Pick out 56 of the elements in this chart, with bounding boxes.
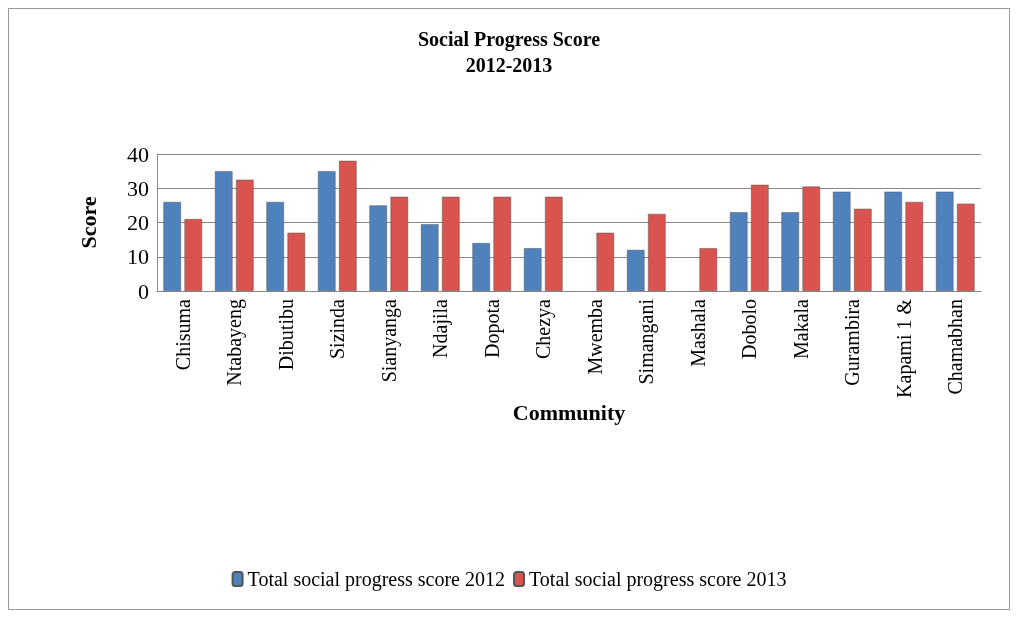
- bar: [832, 191, 851, 291]
- x-tick-label: Gurambira: [841, 298, 864, 386]
- bar: [935, 191, 954, 291]
- bar: [648, 213, 666, 291]
- bar: [369, 205, 387, 291]
- x-tick-label: Chamabhan: [944, 299, 967, 395]
- x-tick-label: Mwemba: [583, 298, 606, 375]
- x-tick-label: Ndajila: [429, 298, 453, 358]
- x-tick-label: Chezya: [532, 298, 556, 359]
- bar: [163, 201, 181, 291]
- x-tick-label: Sianyanga: [377, 298, 401, 383]
- bar: [493, 196, 512, 291]
- bar: [905, 201, 924, 291]
- bar: [442, 196, 460, 291]
- bar: [287, 232, 306, 291]
- bar: [729, 212, 748, 291]
- x-tick-label: Simangani: [635, 298, 659, 385]
- y-tick-label: 30: [127, 175, 149, 201]
- bar: [523, 248, 542, 291]
- bar: [751, 184, 769, 291]
- bar: [266, 201, 284, 291]
- bar: [545, 196, 563, 291]
- y-tick-label: 0: [138, 278, 149, 304]
- bar: [596, 232, 615, 291]
- bar: [236, 179, 254, 291]
- x-tick-label: Chisuma: [171, 298, 194, 371]
- x-tick-label: Dopota: [480, 298, 504, 358]
- bar: [626, 249, 645, 291]
- x-tick-label: Makala: [789, 298, 812, 359]
- bar: [472, 243, 490, 291]
- bar: [317, 171, 336, 291]
- legend-label: Total social progress score 2013: [529, 568, 787, 591]
- bar: [184, 219, 203, 291]
- x-tick-label: Kapami 1 &: [892, 298, 916, 398]
- bar: [884, 191, 902, 291]
- bar: [390, 196, 409, 291]
- x-tick-label: Ntabayeng: [223, 299, 247, 386]
- x-tick-label: Dobolo: [738, 299, 761, 359]
- y-tick-label: 20: [127, 210, 149, 235]
- x-tick-label: Dibutibu: [274, 299, 297, 371]
- x-axis-title: Community: [512, 400, 626, 426]
- bar: [420, 224, 439, 291]
- bar: [802, 186, 821, 291]
- bar: [854, 208, 872, 291]
- y-tick-label: 40: [127, 141, 149, 167]
- x-tick-label: Mashala: [686, 298, 709, 367]
- y-tick-label: 10: [127, 244, 149, 270]
- bar: [339, 160, 357, 291]
- y-axis-title: Score: [75, 196, 101, 249]
- bar: [957, 203, 975, 291]
- bar: [699, 248, 718, 291]
- bar: [214, 171, 233, 291]
- legend-label: Total social progress score 2012: [247, 568, 505, 591]
- x-tick-label: Sizinda: [326, 298, 349, 359]
- bar: [781, 212, 799, 291]
- chart-title: Social Progress Score 2012-2013: [417, 28, 601, 76]
